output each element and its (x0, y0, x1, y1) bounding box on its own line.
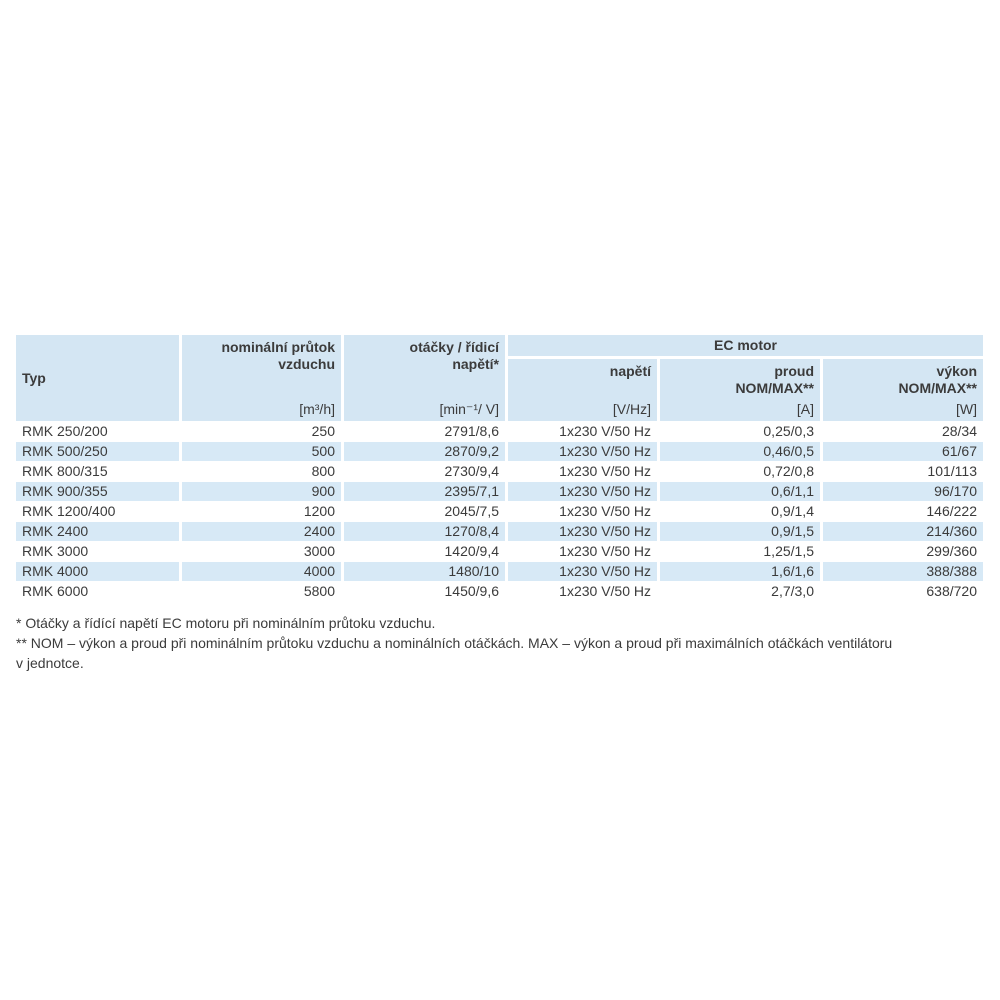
column-header-typ: Typ (16, 335, 179, 421)
cell-typ: RMK 900/355 (16, 482, 179, 501)
fan-spec-table: Typ nominální průtok vzduchu [m³/h] otáč… (13, 334, 986, 602)
cell-otacky: 2730/9,4 (344, 462, 505, 481)
cell-otacky: 1420/9,4 (344, 542, 505, 561)
table-row: RMK 4000 4000 1480/10 1x230 V/50 Hz 1,6/1,6 3… (16, 562, 983, 581)
column-label: proud NOM/MAX** (735, 362, 814, 396)
footnote-speed-voltage: * Otáčky a řídící napětí EC motoru při n… (16, 615, 436, 631)
cell-napeti: 1x230 V/50 Hz (508, 582, 657, 601)
table-row: RMK 3000 3000 1420/9,4 1x230 V/50 Hz 1,25/1,… (16, 542, 983, 561)
column-label: napětí (609, 362, 651, 379)
column-header-nominal-flow: nominální průtok vzduchu [m³/h] (182, 335, 341, 421)
cell-vykon: 388/388 (823, 562, 983, 581)
table-row: RMK 250/200 250 2791/8,6 1x230 V/50 Hz 0,25/… (16, 422, 983, 441)
cell-napeti: 1x230 V/50 Hz (508, 542, 657, 561)
cell-vykon: 146/222 (823, 502, 983, 521)
cell-napeti: 1x230 V/50 Hz (508, 422, 657, 441)
column-header-power: výkon NOM/MAX** [W] (823, 358, 983, 421)
cell-napeti: 1x230 V/50 Hz (508, 482, 657, 501)
cell-proud: 0,25/0,3 (660, 422, 820, 441)
cell-otacky: 1450/9,6 (344, 582, 505, 601)
cell-proud: 0,9/1,5 (660, 522, 820, 541)
cell-vykon: 96/170 (823, 482, 983, 501)
cell-typ: RMK 500/250 (16, 442, 179, 461)
cell-typ: RMK 3000 (16, 542, 179, 561)
cell-vykon: 61/67 (823, 442, 983, 461)
table-row: RMK 2400 2400 1270/8,4 1x230 V/50 Hz 0,9/1,5… (16, 522, 983, 541)
column-unit: [m³/h] (299, 401, 335, 417)
cell-prutok: 250 (182, 422, 341, 441)
column-header-voltage: napětí [V/Hz] (508, 358, 657, 421)
cell-typ: RMK 4000 (16, 562, 179, 581)
group-header-ec-motor: EC motor (508, 335, 983, 358)
cell-typ: RMK 250/200 (16, 422, 179, 441)
cell-proud: 0,9/1,4 (660, 502, 820, 521)
cell-proud: 0,72/0,8 (660, 462, 820, 481)
column-label: výkon NOM/MAX** (898, 362, 977, 396)
cell-napeti: 1x230 V/50 Hz (508, 462, 657, 481)
cell-vykon: 28/34 (823, 422, 983, 441)
cell-proud: 1,25/1,5 (660, 542, 820, 561)
table-row: RMK 6000 5800 1450/9,6 1x230 V/50 Hz 2,7/3,0… (16, 582, 983, 601)
cell-napeti: 1x230 V/50 Hz (508, 562, 657, 581)
column-label: nominální průtok vzduchu (221, 339, 335, 372)
table-header: Typ nominální průtok vzduchu [m³/h] otáč… (16, 335, 983, 421)
cell-prutok: 900 (182, 482, 341, 501)
cell-vykon: 299/360 (823, 542, 983, 561)
cell-prutok: 2400 (182, 522, 341, 541)
column-header-speed-voltage: otáčky / řídicí napětí* [min⁻¹/ V] (344, 335, 505, 421)
cell-prutok: 1200 (182, 502, 341, 521)
cell-typ: RMK 2400 (16, 522, 179, 541)
cell-prutok: 3000 (182, 542, 341, 561)
cell-proud: 0,46/0,5 (660, 442, 820, 461)
column-unit: [A] (796, 401, 814, 417)
column-unit: [W] (956, 401, 977, 417)
cell-napeti: 1x230 V/50 Hz (508, 522, 657, 541)
cell-napeti: 1x230 V/50 Hz (508, 442, 657, 461)
cell-prutok: 5800 (182, 582, 341, 601)
column-label: Typ (22, 370, 46, 386)
table-row: RMK 900/355 900 2395/7,1 1x230 V/50 Hz 0,6/1… (16, 482, 983, 501)
column-header-current: proud NOM/MAX** [A] (660, 358, 820, 421)
cell-vykon: 101/113 (823, 462, 983, 481)
cell-napeti: 1x230 V/50 Hz (508, 502, 657, 521)
cell-otacky: 2791/8,6 (344, 422, 505, 441)
cell-prutok: 4000 (182, 562, 341, 581)
cell-proud: 0,6/1,1 (660, 482, 820, 501)
cell-proud: 2,7/3,0 (660, 582, 820, 601)
cell-typ: RMK 800/315 (16, 462, 179, 481)
cell-otacky: 2395/7,1 (344, 482, 505, 501)
table-row: RMK 800/315 800 2730/9,4 1x230 V/50 Hz 0,72/… (16, 462, 983, 481)
cell-prutok: 500 (182, 442, 341, 461)
cell-vykon: 638/720 (823, 582, 983, 601)
column-unit: [V/Hz] (612, 401, 651, 417)
column-unit: [min⁻¹/ V] (439, 401, 499, 417)
table-body: RMK 250/200 250 2791/8,6 1x230 V/50 Hz 0,25/… (16, 422, 983, 601)
cell-prutok: 800 (182, 462, 341, 481)
cell-otacky: 1270/8,4 (344, 522, 505, 541)
cell-otacky: 1480/10 (344, 562, 505, 581)
cell-typ: RMK 6000 (16, 582, 179, 601)
footnotes: * Otáčky a řídící napětí EC motoru při n… (16, 613, 974, 673)
cell-proud: 1,6/1,6 (660, 562, 820, 581)
footnote-nom-max: ** NOM – výkon a proud při nominálním pr… (16, 635, 893, 671)
table-row: RMK 500/250 500 2870/9,2 1x230 V/50 Hz 0,46/… (16, 442, 983, 461)
cell-typ: RMK 1200/400 (16, 502, 179, 521)
table-row: RMK 1200/400 1200 2045/7,5 1x230 V/50 Hz 0,9… (16, 502, 983, 521)
cell-otacky: 2870/9,2 (344, 442, 505, 461)
cell-vykon: 214/360 (823, 522, 983, 541)
header-row-top: Typ nominální průtok vzduchu [m³/h] otáč… (16, 335, 983, 421)
column-label: otáčky / řídicí napětí* (409, 339, 499, 372)
header-row-sub: napětí [V/Hz] proud NOM/MAX** [A] výkon … (16, 358, 983, 421)
cell-otacky: 2045/7,5 (344, 502, 505, 521)
